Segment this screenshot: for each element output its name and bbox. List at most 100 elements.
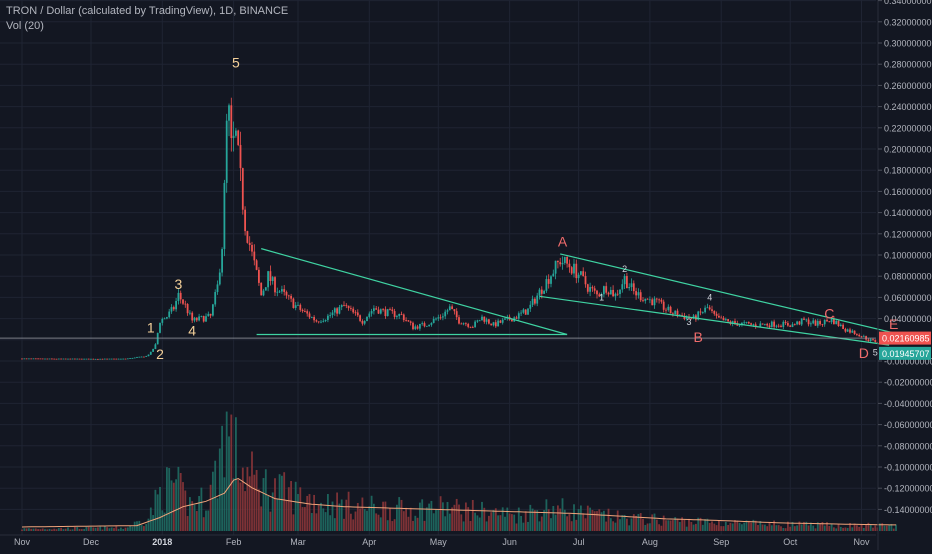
volume-bar (423, 520, 426, 531)
candle-body (770, 321, 773, 328)
volume-bar (612, 521, 614, 531)
candle-body (46, 358, 49, 360)
volume-bar (626, 518, 628, 531)
volume-bar (501, 507, 504, 531)
candle-body (320, 321, 322, 323)
candle-body (524, 309, 527, 315)
wave-label: 4 (188, 323, 196, 339)
volume-bar (770, 525, 773, 531)
candle-body (566, 257, 568, 264)
candle-body (741, 322, 743, 325)
candle-body (485, 319, 488, 322)
candle-body (435, 318, 437, 320)
wave-label: 1 (147, 319, 155, 335)
candle-body (368, 313, 371, 317)
volume-bar (455, 498, 458, 531)
candle-body (591, 287, 594, 289)
volume-bar (221, 425, 223, 531)
volume-bar (688, 518, 690, 531)
candle-body (223, 182, 226, 250)
candle-body (379, 309, 382, 314)
candle-body (453, 309, 456, 312)
volume-bar (329, 515, 332, 531)
wave-label: A (558, 234, 568, 250)
candle-body (766, 323, 769, 326)
volume-bar (642, 518, 644, 531)
volume-bar (511, 514, 513, 531)
candle-body (179, 292, 182, 300)
candle-body (814, 320, 817, 326)
candle-body (448, 306, 451, 311)
candle-body (874, 339, 877, 343)
volume-bar (161, 510, 164, 531)
candle-body (331, 312, 334, 316)
candle-body (25, 358, 28, 360)
candle-body (573, 263, 575, 274)
volume-bar (396, 504, 398, 531)
candle-body (444, 311, 447, 317)
volume-bar (195, 511, 198, 531)
volume-bar (39, 529, 42, 531)
volume-bar (504, 516, 506, 531)
volume-bar (425, 507, 428, 531)
volume-bar (67, 527, 69, 531)
candle-body (690, 317, 693, 319)
candle-body (152, 349, 154, 352)
price-tick-label: 0.22000000 (884, 123, 932, 133)
candle-body (614, 293, 617, 297)
volume-ma-line (21, 477, 896, 528)
candle-body (216, 284, 219, 293)
volume-bar (632, 514, 635, 531)
candle-body (115, 358, 118, 360)
candle-body (619, 289, 621, 295)
candle-body (685, 316, 688, 320)
candle-body (570, 267, 573, 274)
candle-body (545, 279, 548, 291)
volume-bar (821, 521, 824, 531)
volume-bar (591, 509, 594, 531)
volume-bar (83, 529, 85, 531)
volume-bar (681, 517, 683, 531)
candle-body (628, 286, 631, 289)
volume-indicator-label[interactable]: Vol (20) (6, 20, 44, 32)
time-tick-label: Oct (783, 537, 798, 547)
volume-bar (856, 525, 858, 531)
volume-bar (798, 521, 801, 531)
volume-bar (701, 524, 704, 531)
volume-bar (582, 513, 585, 531)
wave-label: C (824, 306, 834, 322)
candle-body (534, 298, 536, 304)
volume-bar (347, 491, 350, 531)
candle-body (517, 313, 520, 319)
candle-body (568, 263, 571, 268)
volume-bar (715, 525, 718, 531)
candle-body (637, 292, 640, 296)
candle-body (538, 289, 541, 296)
volume-bar (301, 507, 304, 531)
volume-bar (458, 504, 460, 531)
symbol-title[interactable]: TRON / Dollar (calculated by TradingView… (6, 5, 289, 17)
volume-bar (674, 517, 677, 531)
candle-body (697, 311, 700, 320)
time-tick-label: Nov (14, 537, 31, 547)
volume-bar (669, 520, 672, 531)
candle-body (285, 291, 288, 296)
volume-bar (497, 515, 499, 531)
volume-bar (271, 492, 274, 531)
volume-bar (225, 411, 228, 531)
candle-body (483, 316, 486, 322)
candle-body (129, 358, 131, 359)
volume-bar (485, 521, 488, 531)
volume-bar (136, 521, 138, 531)
volume-bar (810, 522, 812, 531)
volume-bar (637, 513, 640, 531)
candle-body (37, 358, 39, 360)
candle-body (230, 105, 233, 139)
volume-bar (163, 512, 166, 531)
candle-body (85, 358, 88, 360)
candle-body (264, 287, 267, 291)
candle-body (540, 289, 543, 294)
volume-bar (665, 520, 667, 531)
